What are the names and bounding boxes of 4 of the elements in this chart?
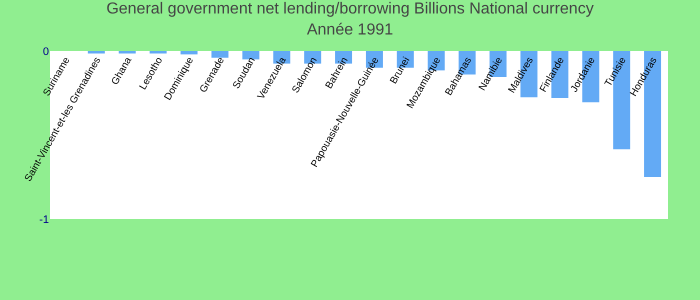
chart-title: General government net lending/borrowing Billions National currency [106, 0, 594, 18]
y-tick-label: 0 [42, 46, 49, 58]
chart-subtitle: Année 1991 [306, 21, 394, 38]
y-tick-label: -1 [39, 214, 49, 226]
